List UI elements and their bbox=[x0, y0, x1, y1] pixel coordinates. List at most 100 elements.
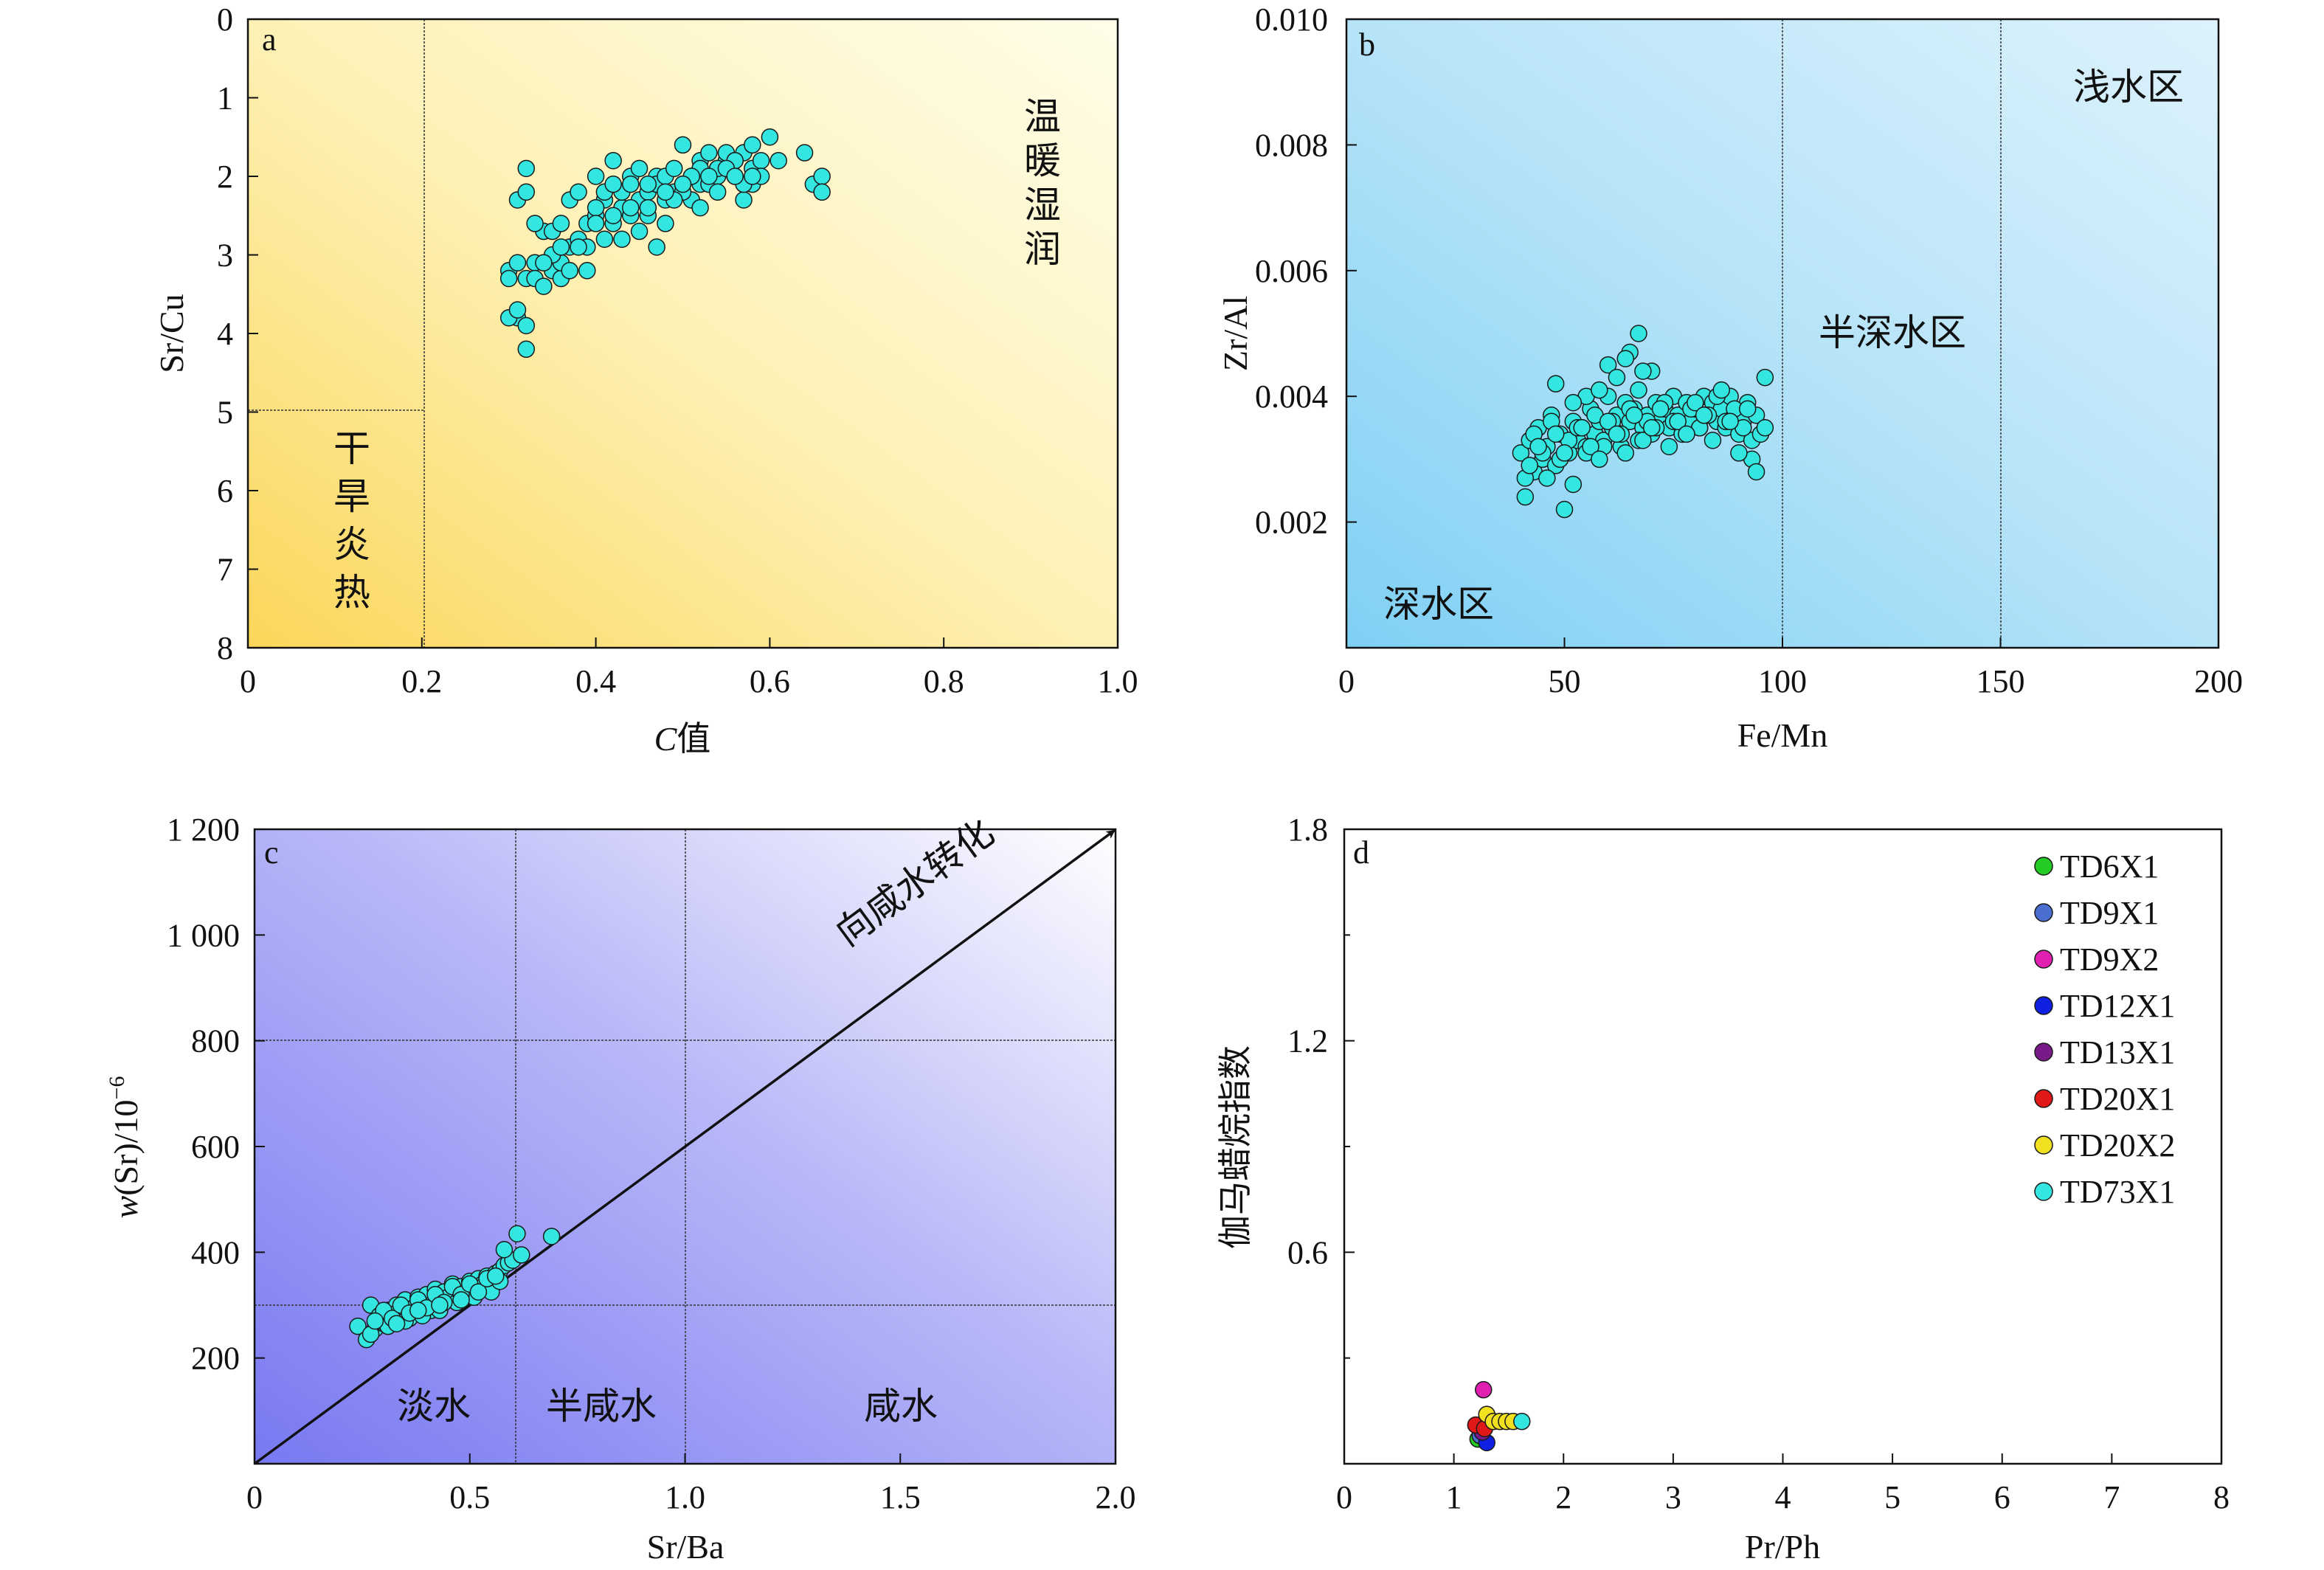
data-point bbox=[674, 175, 692, 193]
panel-a-xtick-label: 1.0 bbox=[1098, 663, 1138, 699]
data-point bbox=[674, 136, 692, 154]
data-point bbox=[639, 175, 657, 193]
data-point bbox=[1712, 381, 1731, 399]
data-point bbox=[1721, 412, 1739, 431]
data-point bbox=[1555, 500, 1574, 519]
legend-marker-td13x1 bbox=[2034, 1042, 2053, 1062]
data-point bbox=[630, 159, 649, 178]
panel-c-letter: c bbox=[264, 834, 279, 871]
data-point bbox=[517, 183, 536, 201]
panel-b-ytick-label: 0.002 bbox=[1255, 505, 1328, 541]
panel-a-xtick-label: 0 bbox=[240, 663, 256, 699]
data-point bbox=[700, 144, 718, 162]
panel-d-xtick-label: 8 bbox=[2213, 1479, 2230, 1515]
data-point bbox=[1591, 450, 1608, 468]
data-point bbox=[752, 151, 770, 170]
panel-d: 0 1 2 3 4 5 6 7 80.61.21.8 d Pr/Ph 伽马蜡烷指数 TD6X1T… bbox=[1217, 812, 2230, 1566]
data-point bbox=[1521, 457, 1538, 474]
panel-d-xtick-label: 7 bbox=[2103, 1479, 2120, 1515]
panel-a-xlabel: C值 bbox=[654, 720, 711, 758]
panel-c: 0 0.5 1.0 1.5 2.0 200 400 600 800 1 000 1 200 c Sr… bbox=[105, 811, 1136, 1566]
data-point bbox=[657, 183, 674, 201]
data-point bbox=[1616, 350, 1634, 367]
data-point bbox=[1608, 425, 1626, 443]
legend-label-td13x1: TD13X1 bbox=[2060, 1034, 2175, 1071]
data-point bbox=[795, 144, 814, 162]
data-point bbox=[1582, 438, 1600, 456]
data-point bbox=[708, 183, 727, 201]
panel-a-ytick-label: 4 bbox=[217, 316, 233, 352]
panel-a: 0 0.2 0.4 0.6 0.8 1.0 0 1 2 3 4 5 6 7 8 a C值 Sr/Cu 温暖湿… bbox=[153, 1, 1138, 758]
data-point bbox=[770, 151, 787, 170]
data-point bbox=[1555, 444, 1574, 462]
data-point bbox=[452, 1291, 470, 1309]
panel-a-background bbox=[248, 19, 1118, 648]
panel-b-letter: b bbox=[1359, 27, 1375, 63]
data-point bbox=[639, 198, 657, 217]
data-point bbox=[1747, 463, 1766, 481]
data-point bbox=[431, 1296, 449, 1314]
panel-a-xtick-label: 0.4 bbox=[575, 663, 616, 699]
panel-c-xtick-label: 1.5 bbox=[880, 1479, 921, 1515]
panel-b-ylabel: Zr/Al bbox=[1217, 296, 1254, 371]
point-td73x1 bbox=[1513, 1412, 1531, 1431]
data-point bbox=[657, 215, 674, 232]
panel-c-xlabel: Sr/Ba bbox=[647, 1528, 724, 1566]
data-point bbox=[517, 340, 536, 359]
data-point bbox=[1529, 438, 1547, 456]
panel-b-xtick-label: 0 bbox=[1338, 663, 1355, 699]
data-point bbox=[1599, 412, 1617, 431]
panel-a-zone-arid-hot: 干旱炎热 bbox=[333, 427, 370, 614]
data-point bbox=[1660, 438, 1678, 456]
data-point bbox=[535, 254, 553, 272]
panel-a-ylabel: Sr/Cu bbox=[153, 294, 190, 373]
panel-d-xtick-label: 1 bbox=[1446, 1479, 1462, 1515]
data-point bbox=[1687, 393, 1704, 412]
panel-c-ytick-label: 400 bbox=[191, 1234, 240, 1270]
panel-c-zone-fresh: 淡水 bbox=[397, 1385, 471, 1428]
legend-marker-td12x1 bbox=[2034, 996, 2053, 1015]
data-point bbox=[535, 277, 553, 295]
panel-c-ytick-label: 800 bbox=[191, 1023, 240, 1059]
panel-c-xtick-label: 0 bbox=[246, 1479, 263, 1515]
data-point bbox=[1678, 425, 1695, 443]
panel-c-trend-arrow bbox=[253, 829, 1116, 1465]
data-point bbox=[1538, 469, 1556, 487]
data-point bbox=[1651, 400, 1670, 418]
data-point bbox=[1738, 400, 1757, 418]
data-point bbox=[552, 215, 570, 232]
panel-d-frame bbox=[1343, 828, 2223, 1465]
data-point bbox=[1608, 368, 1626, 387]
panel-c-ytick-label: 1 000 bbox=[167, 917, 240, 953]
data-point bbox=[1546, 375, 1565, 392]
panel-d-ytick-label: 1.2 bbox=[1287, 1023, 1328, 1059]
data-point bbox=[1616, 444, 1634, 462]
panel-b-zone-deep: 深水区 bbox=[1383, 583, 1494, 626]
legend-label-td20x1: TD20X1 bbox=[2060, 1081, 2175, 1117]
panel-a-xtick-label: 0.6 bbox=[750, 663, 790, 699]
panel-b-xlabel: Fe/Mn bbox=[1737, 716, 1828, 754]
panel-d-xtick-label: 2 bbox=[1555, 1479, 1571, 1515]
panel-a-ytick-label: 7 bbox=[217, 552, 233, 588]
data-point bbox=[366, 1312, 384, 1330]
panel-b-xtick-label: 150 bbox=[1977, 663, 2025, 699]
panel-a-xtick-label: 0.8 bbox=[924, 663, 964, 699]
panel-b-xtick-label: 200 bbox=[2194, 663, 2243, 699]
data-point bbox=[1564, 393, 1583, 412]
panel-a-zone-warm-humid: 温暖湿润 bbox=[1024, 95, 1061, 271]
data-point bbox=[495, 1241, 513, 1259]
legend-label-td20x2: TD20X2 bbox=[2060, 1127, 2175, 1163]
data-point bbox=[726, 167, 744, 185]
data-point bbox=[813, 183, 831, 201]
data-point bbox=[1756, 419, 1774, 437]
panel-b-zone-semi-deep: 半深水区 bbox=[1819, 311, 1966, 354]
panel-c-zone-saline: 咸水 bbox=[864, 1385, 938, 1428]
panel-d-xtick-label: 6 bbox=[1994, 1479, 2010, 1515]
panel-d-xtick-label: 5 bbox=[1884, 1479, 1901, 1515]
data-point bbox=[613, 230, 631, 248]
data-point bbox=[595, 230, 614, 248]
panel-c-xtick-label: 2.0 bbox=[1096, 1479, 1136, 1515]
panel-a-ytick-label: 6 bbox=[217, 473, 233, 509]
data-point bbox=[578, 262, 596, 280]
